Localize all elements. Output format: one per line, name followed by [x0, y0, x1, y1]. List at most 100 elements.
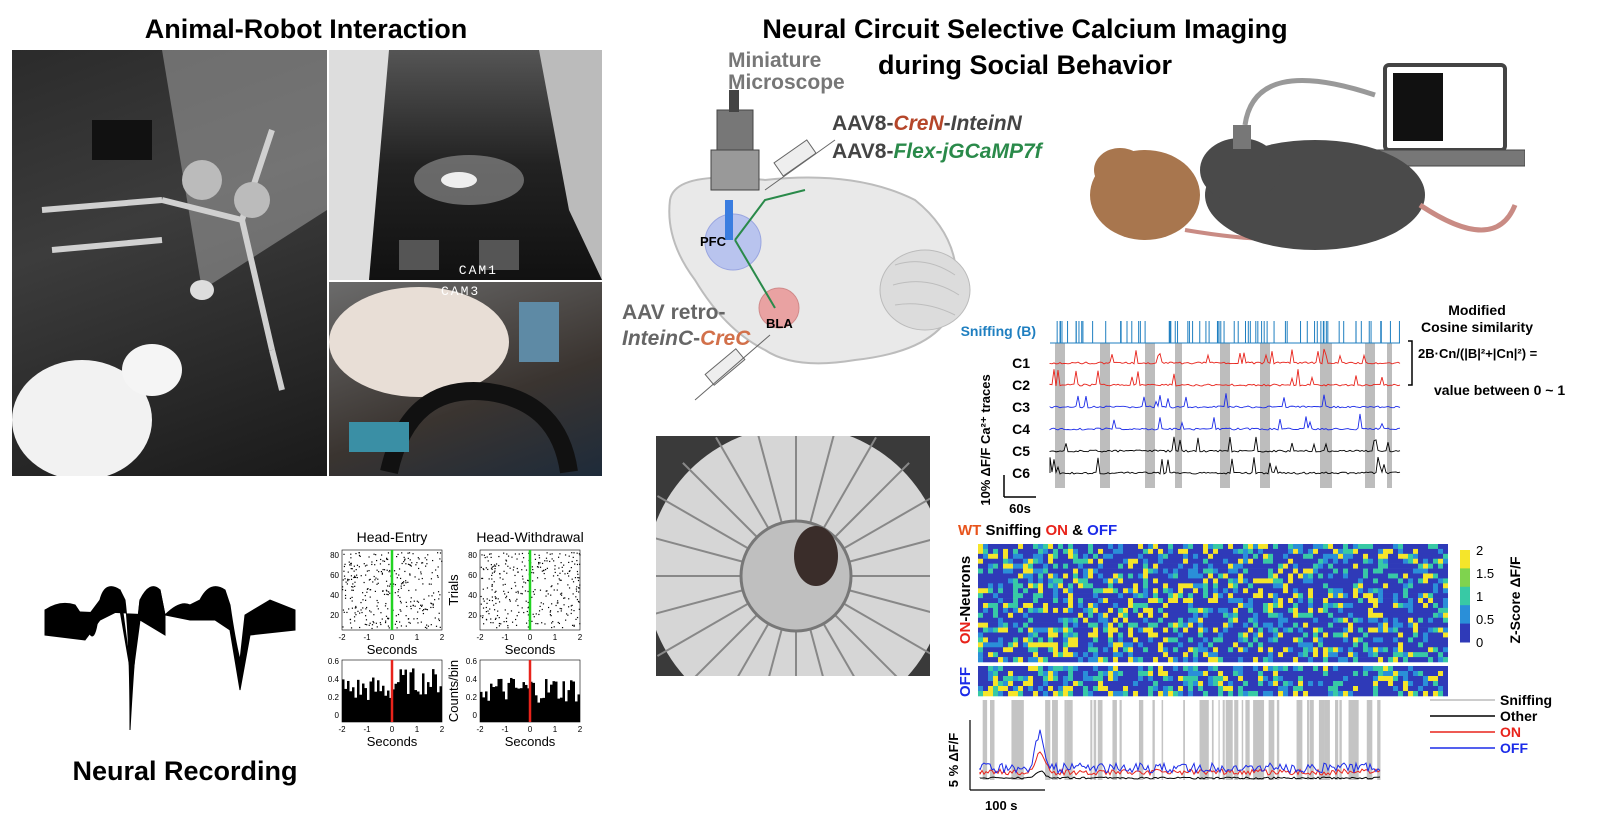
heat-cell-on: [1423, 642, 1428, 648]
heat-cell-off: [1383, 676, 1388, 682]
avg-sniff-shade: [1013, 700, 1019, 780]
raster-dot: [354, 585, 356, 587]
raster-dot: [427, 625, 430, 627]
heat-cell-on: [1158, 652, 1163, 658]
heat-cell-on: [1128, 588, 1133, 594]
heat-cell-on: [1253, 578, 1258, 584]
heat-cell-on: [1378, 544, 1383, 550]
heat-cell-on: [1158, 568, 1163, 574]
heat-cell-on: [1203, 568, 1208, 574]
heat-cell-on: [1108, 637, 1113, 643]
raster-dot: [401, 582, 404, 584]
heat-cell-on: [1243, 598, 1248, 604]
heat-cell-on: [1313, 563, 1318, 569]
heat-cell-on: [1163, 598, 1168, 604]
raster-dot: [517, 590, 519, 593]
heat-cell-on: [1428, 622, 1433, 628]
heat-cell-off: [1398, 666, 1403, 672]
colorbar-label: Z-Score ΔF/F: [1507, 556, 1523, 644]
raster-dot: [343, 553, 345, 555]
heat-cell-on: [1108, 544, 1113, 550]
heat-cell-on: [1438, 607, 1443, 614]
avg-sniff-shade: [1112, 700, 1117, 780]
heat-cell-on: [1098, 627, 1103, 633]
heat-cell-on: [1108, 642, 1113, 648]
heat-cell-off: [1428, 676, 1433, 682]
heat-cell-on: [978, 627, 983, 633]
psth-bar: [555, 681, 558, 722]
raster-dot: [545, 557, 548, 559]
heat-cell-on: [1413, 642, 1418, 648]
sniff-shade: [1320, 343, 1332, 488]
heat-cell-off: [1158, 681, 1163, 687]
heat-cell-on: [1433, 603, 1438, 609]
heat-cell-off: [1318, 671, 1323, 677]
heat-cell-on: [1363, 617, 1368, 623]
raster-dot: [504, 583, 506, 585]
heat-cell-on: [1388, 603, 1393, 609]
heat-cell-on: [1153, 647, 1158, 653]
heat-cell-on: [1003, 583, 1008, 589]
heat-cell-on: [1383, 657, 1388, 663]
heat-cell-on: [1118, 544, 1123, 550]
heat-cell-off: [1278, 671, 1283, 677]
heat-cell-on: [1363, 593, 1368, 599]
heat-cell-on: [1233, 607, 1238, 614]
heat-cell-on: [1233, 553, 1238, 560]
heat-cell-on: [993, 622, 998, 628]
heat-cell-on: [988, 553, 993, 560]
heat-cell-off: [1288, 686, 1293, 692]
heat-cell-on: [1298, 578, 1303, 584]
heat-cell-on: [1108, 603, 1113, 609]
raster-dot: [511, 556, 513, 558]
heat-cell-on: [988, 622, 993, 628]
heat-cell-on: [1003, 578, 1008, 584]
heat-cell-on: [1118, 657, 1123, 663]
sniff-shade: [1145, 343, 1155, 488]
raster-dot: [525, 569, 528, 571]
heat-cell-on: [1193, 563, 1198, 569]
heat-cell-off: [1278, 691, 1283, 697]
heat-cell-on: [1253, 593, 1258, 599]
heat-cell-on: [1353, 627, 1358, 633]
psth-bar: [402, 674, 405, 722]
heat-cell-on: [1068, 544, 1073, 550]
heat-cell-on: [1133, 603, 1138, 609]
heat-cell-on: [1048, 607, 1053, 614]
raster-dot: [497, 598, 499, 600]
raster-dot: [559, 607, 561, 610]
heat-cell-on: [1188, 568, 1193, 574]
heat-cell-on: [1318, 607, 1323, 614]
heat-cell-off: [1193, 676, 1198, 682]
raster-dot: [498, 555, 500, 558]
heat-cell-on: [1198, 588, 1203, 594]
heat-cell-on: [1018, 657, 1023, 663]
heat-cell-off: [1193, 671, 1198, 677]
heat-cell-on: [1338, 612, 1343, 619]
heat-cell-on: [1368, 573, 1373, 579]
raster-dot: [514, 581, 516, 584]
heat-cell-on: [1258, 568, 1263, 574]
heat-cell-off: [988, 681, 993, 687]
heat-cell-on: [1243, 588, 1248, 594]
heat-cell-on: [1033, 603, 1038, 609]
heat-cell-on: [1138, 642, 1143, 648]
heat-cell-on: [1258, 563, 1263, 569]
raster-dot: [481, 554, 483, 556]
heat-cell-on: [1223, 588, 1228, 594]
raster-dot: [362, 607, 364, 609]
heat-cell-on: [978, 622, 983, 628]
psth-bar: [557, 698, 560, 722]
heat-cell-on: [1248, 637, 1253, 643]
heat-cell-off: [1388, 671, 1393, 677]
raster-dot: [373, 614, 375, 616]
raster-dot: [579, 584, 581, 586]
raster-dot: [574, 563, 576, 565]
heat-cell-on: [1113, 637, 1118, 643]
heat-cell-on: [1383, 598, 1388, 604]
raster-dot: [572, 581, 575, 583]
heat-cell-on: [1193, 627, 1198, 633]
heat-cell-off: [1058, 691, 1063, 697]
heat-cell-on: [1133, 583, 1138, 589]
heat-cell-on: [1428, 548, 1433, 555]
